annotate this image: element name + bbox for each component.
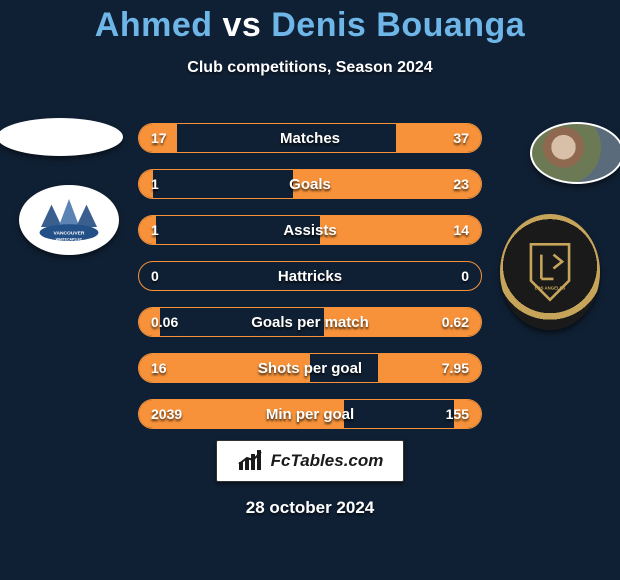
stat-label: Goals xyxy=(139,170,481,198)
player2-name: Denis Bouanga xyxy=(271,6,525,44)
player1-club-logo: VANCOUVER WHITECAPS FC xyxy=(19,185,119,255)
chart-icon xyxy=(237,450,265,472)
subtitle: Club competitions, Season 2024 xyxy=(0,59,620,77)
stat-row: 0 Hattricks 0 xyxy=(138,261,482,291)
brand-text: FcTables.com xyxy=(271,451,384,471)
player2-club-logo: LOS ANGELES xyxy=(500,214,600,330)
svg-text:LOS ANGELES: LOS ANGELES xyxy=(535,285,566,290)
stat-row: 16 Shots per goal 7.95 xyxy=(138,353,482,383)
player2-avatar xyxy=(530,122,620,184)
stat-right-value: 23 xyxy=(441,170,481,198)
stat-row: 1 Goals 23 xyxy=(138,169,482,199)
stat-label: Assists xyxy=(139,216,481,244)
svg-text:WHITECAPS FC: WHITECAPS FC xyxy=(56,237,83,241)
stat-label: Matches xyxy=(139,124,481,152)
stat-right-value: 14 xyxy=(441,216,481,244)
svg-text:VANCOUVER: VANCOUVER xyxy=(54,231,85,237)
stat-label: Hattricks xyxy=(139,262,481,290)
player1-avatar xyxy=(0,118,123,156)
date-text: 28 october 2024 xyxy=(0,498,620,518)
brand-box: FcTables.com xyxy=(216,440,404,482)
stat-row: 2039 Min per goal 155 xyxy=(138,399,482,429)
vs-text: vs xyxy=(222,6,261,44)
stat-right-value: 7.95 xyxy=(430,354,481,382)
stat-row: 0.06 Goals per match 0.62 xyxy=(138,307,482,337)
stat-right-value: 0.62 xyxy=(430,308,481,336)
stat-row: 17 Matches 37 xyxy=(138,123,482,153)
stats-container: 17 Matches 37 1 Goals 23 1 Assists 14 0 … xyxy=(138,123,482,445)
page-title: Ahmed vs Denis Bouanga xyxy=(0,0,620,45)
stat-right-value: 37 xyxy=(441,124,481,152)
stat-label: Min per goal xyxy=(139,400,481,428)
player1-name: Ahmed xyxy=(95,6,213,44)
stat-right-value: 155 xyxy=(434,400,481,428)
stat-right-value: 0 xyxy=(449,262,481,290)
stat-row: 1 Assists 14 xyxy=(138,215,482,245)
